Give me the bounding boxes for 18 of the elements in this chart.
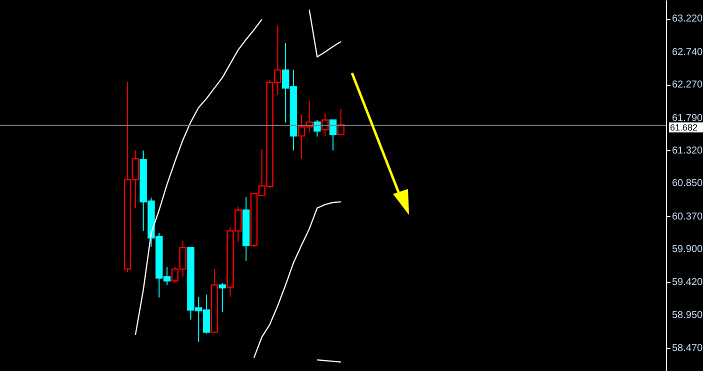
y-tick-label: 58.950 [672,310,703,321]
line-series [253,201,342,358]
y-tick-label: 59.420 [672,277,703,288]
y-tick-label: 60.850 [672,178,703,190]
y-tick-label: 63.220 [672,14,703,25]
y-tick-label: 58.470 [672,343,703,354]
candlestick [329,119,337,151]
candlestick [337,108,345,136]
candlestick [314,119,321,138]
ref-line-label: 61.682 [670,122,698,132]
y-tick-label: 62.740 [672,47,703,58]
y-tick-label: 62.270 [672,80,703,91]
y-tick-label: 59.900 [672,244,703,255]
y-tick-label: 61.320 [672,145,703,156]
candlestick [321,113,329,136]
y-tick-label: 61.790 [672,112,703,124]
y-tick-label: 60.370 [672,211,703,222]
candlestick [218,282,226,313]
